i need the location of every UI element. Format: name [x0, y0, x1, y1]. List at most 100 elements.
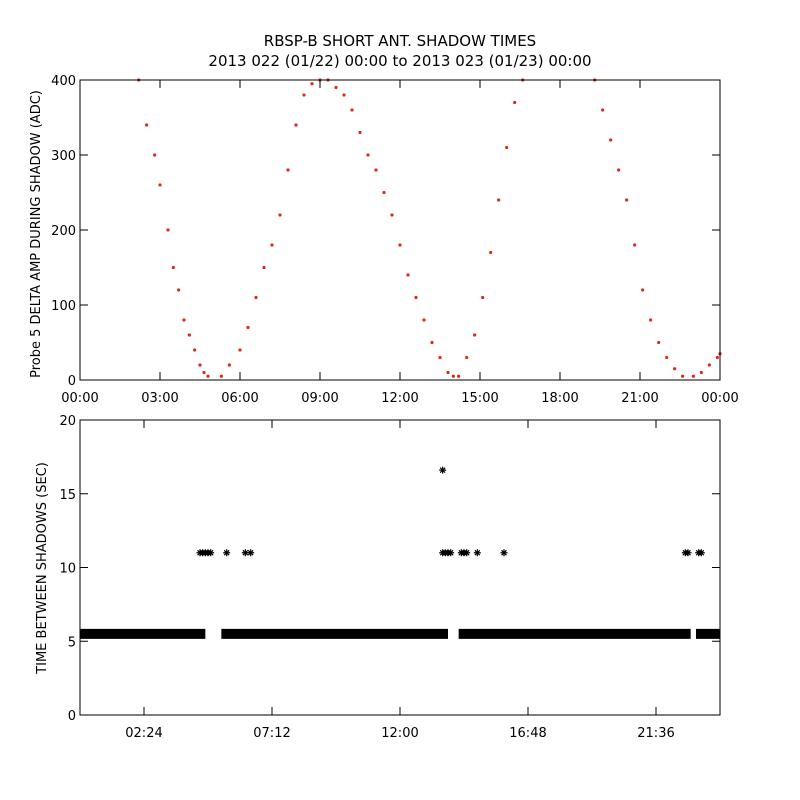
asterisk-stroke [698, 549, 705, 556]
x-tick-label: 00:00 [701, 391, 738, 406]
data-point [382, 190, 386, 195]
data-point [158, 183, 162, 187]
x-tick-label: 21:36 [637, 726, 674, 741]
data-point [166, 228, 170, 232]
data-point [657, 340, 661, 345]
x-tick-label: 21:00 [621, 391, 658, 406]
data-point [153, 153, 157, 157]
data-point [350, 108, 354, 112]
y-tick-label: 0 [68, 709, 76, 724]
data-point [406, 273, 410, 277]
data-point [446, 370, 450, 375]
x-tick-label: 07:12 [253, 726, 290, 741]
data-point [641, 288, 645, 292]
data-point [182, 318, 186, 322]
asterisk-stroke [247, 549, 254, 556]
data-point [451, 374, 455, 378]
asterisk-stroke [242, 549, 249, 556]
data-point [262, 265, 266, 270]
asterisk-stroke [207, 549, 214, 556]
data-point [430, 340, 434, 345]
data-point [457, 374, 461, 378]
data-point [673, 367, 677, 371]
x-tick-label: 12:00 [381, 391, 418, 406]
asterisk-stroke [685, 549, 691, 556]
data-point [374, 168, 378, 172]
y-tick-label: 5 [68, 635, 76, 650]
asterisk-stroke [474, 549, 481, 556]
data-point [617, 168, 621, 172]
time-between-shadows-chart: 02:24 07:12 12:00 16:48 21:36 0 5 10 15 20 TIME B… [35, 414, 721, 741]
data-point [505, 145, 509, 150]
data-point [219, 374, 223, 378]
data-point [198, 363, 202, 367]
asterisk-point [247, 549, 255, 557]
data-point [302, 93, 306, 97]
asterisk-point [439, 466, 447, 474]
data-point [438, 355, 442, 360]
y-tick-label: 200 [51, 224, 76, 239]
asterisk-stroke [223, 549, 230, 556]
asterisk-stroke [463, 549, 470, 556]
data-point [254, 295, 258, 300]
asterisk-point [447, 549, 455, 557]
asterisk-point [207, 549, 215, 557]
data-point [691, 374, 695, 378]
data-point [681, 374, 685, 378]
baseline-band [696, 628, 720, 639]
asterisk-point [223, 549, 231, 557]
data-point [609, 138, 613, 142]
data-point [489, 250, 493, 255]
x-tick-label: 09:00 [301, 391, 338, 406]
data-point [278, 213, 282, 217]
x-tick-label: 03:00 [141, 391, 178, 406]
bottom-points-group [80, 466, 720, 639]
chart-title-line2: 2013 022 (01/22) 00:00 to 2013 023 (01/2… [208, 52, 592, 70]
data-point [171, 265, 175, 270]
data-point [177, 288, 181, 292]
y-tick-label: 15 [59, 488, 76, 503]
data-point [366, 153, 370, 157]
bottom-axes-group: 02:24 07:12 12:00 16:48 21:36 0 5 10 15 20 [59, 414, 721, 741]
asterisk-point [684, 549, 692, 557]
x-tick-label: 12:00 [381, 726, 418, 741]
x-tick-label: 02:24 [125, 726, 162, 741]
data-point [202, 370, 206, 375]
data-point [699, 370, 703, 375]
top-axes-group: 00:00 03:00 06:00 09:00 12:00 15:00 18:00 21:00… [51, 74, 739, 406]
data-point [145, 123, 149, 127]
data-point [473, 333, 477, 337]
baseline-band [80, 628, 206, 639]
x-tick-label: 00:00 [61, 391, 98, 406]
data-point [513, 100, 517, 105]
asterisk-point [463, 549, 471, 557]
y-tick-label: 400 [51, 74, 76, 89]
asterisk-point [500, 549, 508, 557]
data-point [310, 82, 314, 86]
data-point [715, 355, 719, 360]
y-tick-label: 300 [51, 149, 76, 164]
x-tick-label: 15:00 [461, 391, 498, 406]
data-point [665, 355, 669, 360]
data-point [227, 363, 231, 367]
plot-frame [79, 79, 721, 381]
data-point [187, 333, 191, 337]
bottom-y-axis-label: TIME BETWEEN SHADOWS (SEC) [35, 462, 50, 675]
top-y-axis-label: Probe 5 DELTA AMP DURING SHADOW (ADC) [29, 90, 44, 378]
y-tick-label: 100 [51, 299, 76, 314]
data-point [422, 318, 426, 322]
data-point [270, 243, 274, 247]
data-point [206, 374, 210, 378]
data-point [649, 318, 653, 322]
delta-amp-chart: 00:00 03:00 06:00 09:00 12:00 15:00 18:00 21:00… [29, 74, 739, 406]
data-point [238, 348, 242, 352]
y-tick-label: 20 [59, 414, 76, 429]
plot-frame [79, 419, 721, 716]
data-point [390, 213, 394, 217]
data-point [414, 295, 418, 300]
asterisk-point [473, 549, 481, 557]
baseline-band [458, 628, 691, 639]
data-point [497, 198, 501, 202]
y-tick-label: 10 [59, 562, 76, 577]
